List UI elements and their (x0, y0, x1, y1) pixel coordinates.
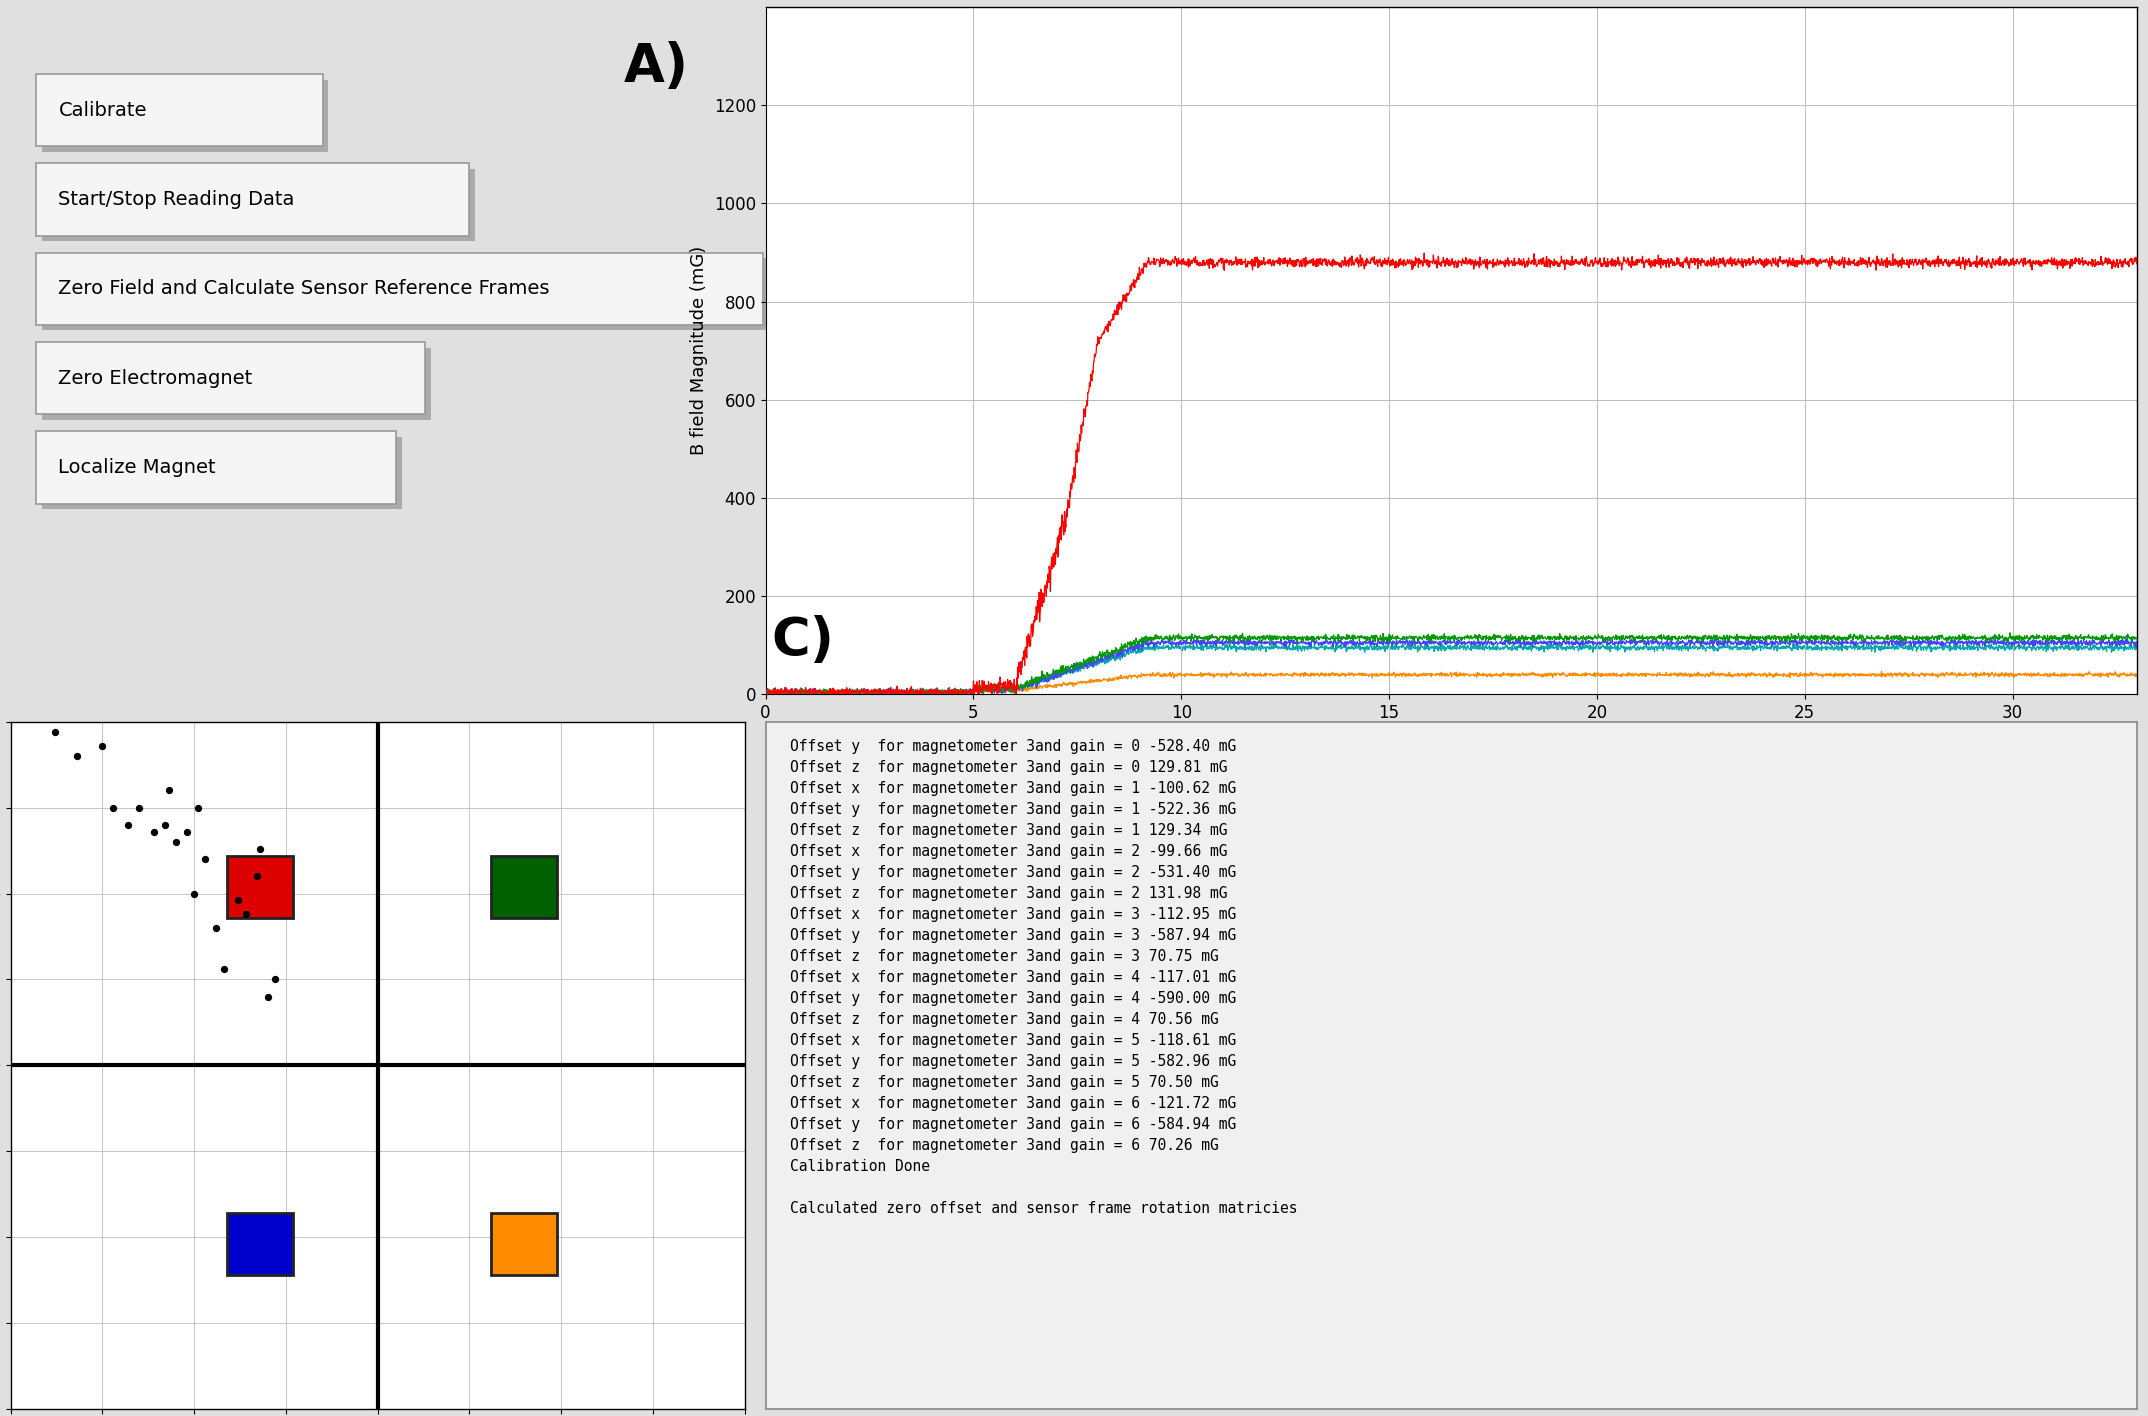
Point (200, 916, 234, 939)
Bar (492, 1214, 558, 1274)
Point (112, 814, 146, 837)
Point (176, 882, 211, 905)
Point (238, 865, 273, 888)
Point (137, 820, 172, 843)
FancyBboxPatch shape (37, 163, 470, 235)
FancyBboxPatch shape (43, 79, 329, 152)
Text: C): C) (771, 615, 836, 667)
Point (86, 735, 120, 758)
Text: Zero Electromagnet: Zero Electromagnet (58, 368, 253, 388)
Text: A): A) (625, 41, 690, 93)
Point (228, 903, 262, 926)
Point (206, 957, 241, 980)
Point (122, 796, 157, 818)
FancyBboxPatch shape (37, 343, 425, 415)
FancyBboxPatch shape (37, 252, 763, 324)
Bar (492, 855, 558, 918)
Point (37, 721, 71, 743)
Point (150, 779, 185, 801)
Point (243, 837, 277, 860)
Point (258, 969, 292, 991)
Point (180, 796, 215, 818)
FancyBboxPatch shape (43, 438, 402, 510)
Text: Offset y  for magnetometer 3and gain = 0 -528.40 mG
Offset z  for magnetometer 3: Offset y for magnetometer 3and gain = 0 … (790, 739, 1297, 1216)
FancyBboxPatch shape (37, 74, 322, 146)
Point (148, 814, 183, 837)
Bar (228, 855, 294, 918)
Y-axis label: B field Magnitude (mG): B field Magnitude (mG) (690, 246, 709, 456)
Point (251, 986, 286, 1008)
Point (60, 745, 95, 767)
FancyBboxPatch shape (43, 169, 475, 241)
FancyBboxPatch shape (43, 347, 432, 419)
Bar (228, 1214, 294, 1274)
Point (189, 848, 223, 871)
Text: Calibrate: Calibrate (58, 101, 146, 120)
Text: Localize Magnet: Localize Magnet (58, 457, 217, 477)
FancyBboxPatch shape (43, 258, 769, 330)
FancyBboxPatch shape (37, 432, 395, 504)
Point (159, 831, 193, 854)
Point (221, 889, 256, 912)
Point (170, 820, 204, 843)
Point (97, 796, 131, 818)
Text: Zero Field and Calculate Sensor Reference Frames: Zero Field and Calculate Sensor Referenc… (58, 279, 550, 299)
Text: Start/Stop Reading Data: Start/Stop Reading Data (58, 190, 294, 210)
X-axis label: Time: Time (1428, 728, 1476, 746)
